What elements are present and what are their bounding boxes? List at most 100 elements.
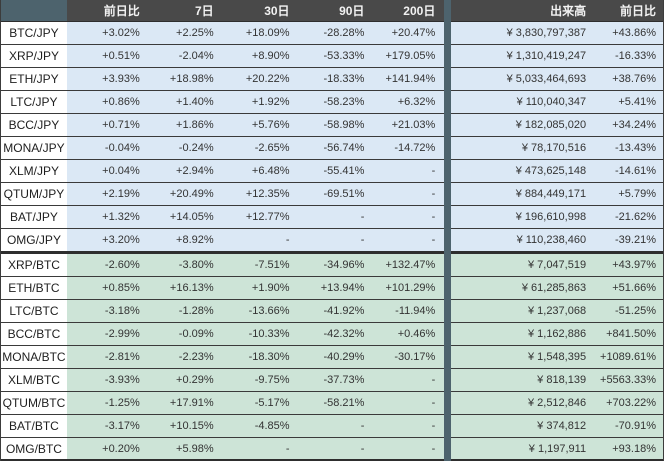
pair-cell[interactable]: LTC/JPY [1,91,67,113]
value-cell: -5.17% [220,392,297,414]
column-header-volume: 出来高 [550,4,587,18]
value-cell: +101.29% [371,277,443,299]
value-cell: +5.41% [593,91,663,113]
pair-cell[interactable]: XRP/BTC [1,254,67,276]
value-cell: -37.73% [296,369,372,391]
value-cell: +0.04% [66,160,147,182]
pair-cell[interactable]: XRP/JPY [1,45,67,67]
value-cell: -10.33% [220,323,297,345]
value-cell: -51.25% [593,300,663,322]
value-cell: -4.85% [220,415,297,437]
table-row: MONA/JPY -0.04% -0.24% -2.65% -56.74% -14.72%… [1,137,663,160]
pair-cell[interactable]: OMG/BTC [1,438,67,459]
value-cell: +8.90% [220,45,297,67]
value-cell: -40.29% [296,346,372,368]
value-cell: -13.66% [220,300,297,322]
pair-cell[interactable]: BCC/JPY [1,114,67,136]
value-cell: -0.09% [146,323,221,345]
pair-cell[interactable]: BTC/JPY [1,22,67,44]
value-cell: +51.66% [593,277,663,299]
value-cell: +93.18% [593,438,663,459]
table-row: BTC/JPY +3.02% +2.25% +18.09% -28.28% +20.47%… [1,22,663,45]
section-separator-bar [444,0,451,461]
pair-cell[interactable]: ETH/BTC [1,277,67,299]
value-cell: ¥ 78,170,516 [442,137,594,159]
value-cell: ¥ 1,162,886 [442,323,594,345]
value-cell: +132.47% [371,254,443,276]
value-cell: ¥ 196,610,998 [442,206,594,228]
value-cell: -9.75% [220,369,297,391]
value-cell: - [371,392,443,414]
value-cell: -13.43% [593,137,663,159]
value-cell: +2.25% [146,22,221,44]
value-cell: -69.51% [296,183,372,205]
value-cell: +43.97% [593,254,663,276]
value-cell: ¥ 374,812 [442,415,594,437]
column-header-90d: 90日 [339,4,365,18]
value-cell: -58.21% [296,392,372,414]
value-cell: -28.28% [296,22,372,44]
value-cell: -18.33% [296,68,372,90]
pair-cell[interactable]: MONA/BTC [1,346,67,368]
value-cell: +141.94% [371,68,443,90]
pair-cell[interactable]: XLM/JPY [1,160,67,182]
value-cell: ¥ 61,285,863 [442,277,594,299]
value-cell: ¥ 1,197,911 [442,438,594,459]
pair-cell[interactable]: QTUM/BTC [1,392,67,414]
table-header: 前日比 7日 30日 90日 200日 出来高 前日比 [1,0,663,22]
value-cell: +1089.61% [593,346,663,368]
value-cell: +38.76% [593,68,663,90]
table-row: XRP/JPY +0.51% -2.04% +8.90% -53.33% +179.05%… [1,45,663,68]
value-cell: +34.24% [593,114,663,136]
table-row: QTUM/BTC -1.25% +17.91% -5.17% -58.21% - ¥ 2,5… [1,392,663,415]
table-row: XLM/BTC -3.93% +0.29% -9.75% -37.73% - ¥ 818,1… [1,369,663,392]
pair-cell[interactable]: ETH/JPY [1,68,67,90]
value-cell: -53.33% [296,45,372,67]
table-row: ETH/JPY +3.93% +18.98% +20.22% -18.33% +141.9… [1,68,663,91]
table-body: BTC/JPY +3.02% +2.25% +18.09% -28.28% +20.47%… [1,22,663,461]
value-cell: +5563.33% [593,369,663,391]
value-cell: +0.86% [66,91,147,113]
value-cell: +5.76% [220,114,297,136]
value-cell: +2.19% [66,183,147,205]
value-cell: -14.61% [593,160,663,182]
value-cell: +12.77% [220,206,297,228]
pair-cell[interactable]: QTUM/JPY [1,183,67,205]
value-cell: -18.30% [220,346,297,368]
value-cell: -70.91% [593,415,663,437]
pair-cell[interactable]: BAT/BTC [1,415,67,437]
pair-cell[interactable]: XLM/BTC [1,369,67,391]
value-cell: ¥ 818,139 [442,369,594,391]
pair-cell[interactable]: BCC/BTC [1,323,67,345]
value-cell: +1.40% [146,91,221,113]
value-cell: -1.28% [146,300,221,322]
value-cell: +179.05% [371,45,443,67]
value-cell: +0.51% [66,45,147,67]
value-cell: +6.32% [371,91,443,113]
column-header-volume-day-change: 前日比 [619,4,656,18]
value-cell: - [371,369,443,391]
value-cell: +0.46% [371,323,443,345]
value-cell: -3.18% [66,300,147,322]
value-cell: -30.17% [371,346,443,368]
value-cell: +1.32% [66,206,147,228]
value-cell: -2.60% [66,254,147,276]
value-cell: -2.04% [146,45,221,67]
value-cell: +0.20% [66,438,147,459]
column-header-7d: 7日 [194,4,214,18]
value-cell: +1.92% [220,91,297,113]
table-row: BCC/JPY +0.71% +1.86% +5.76% -58.98% +21.03% ¥… [1,114,663,137]
value-cell: - [371,438,443,459]
value-cell: -21.62% [593,206,663,228]
table-row: ETH/BTC +0.85% +16.13% +1.90% +13.94% +101.29… [1,277,663,300]
value-cell: +703.22% [593,392,663,414]
pair-cell[interactable]: BAT/JPY [1,206,67,228]
column-header-200d: 200日 [403,4,436,18]
value-cell: ¥ 110,040,347 [442,91,594,113]
value-cell: +1.90% [220,277,297,299]
value-cell: - [220,438,297,459]
column-header-30d: 30日 [264,4,290,18]
pair-cell[interactable]: LTC/BTC [1,300,67,322]
pair-cell[interactable]: MONA/JPY [1,137,67,159]
pair-cell[interactable]: OMG/JPY [1,229,67,251]
